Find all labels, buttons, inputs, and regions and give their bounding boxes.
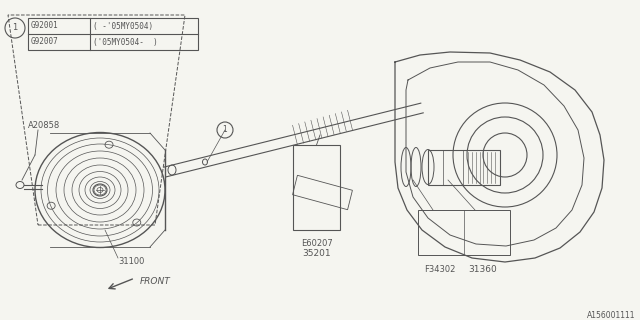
- Text: 1: 1: [12, 23, 18, 33]
- Text: ( -'05MY0504): ( -'05MY0504): [93, 21, 153, 30]
- Text: G92001: G92001: [31, 21, 59, 30]
- Text: 35201: 35201: [302, 250, 331, 259]
- Bar: [293, 145, 340, 230]
- Text: A156001111: A156001111: [586, 310, 635, 319]
- Text: ('05MY0504-  ): ('05MY0504- ): [93, 37, 157, 46]
- Text: G92007: G92007: [31, 37, 59, 46]
- Text: FRONT: FRONT: [140, 277, 171, 286]
- Bar: [28, 18, 198, 50]
- Circle shape: [217, 122, 233, 138]
- Text: E60207: E60207: [301, 239, 332, 249]
- Text: 31360: 31360: [468, 265, 497, 274]
- Text: 1: 1: [223, 125, 227, 134]
- Text: A20858: A20858: [28, 121, 60, 130]
- Text: F34302: F34302: [424, 265, 456, 274]
- Text: 31100: 31100: [118, 258, 145, 267]
- Bar: [428, 150, 500, 185]
- Bar: [418, 210, 510, 255]
